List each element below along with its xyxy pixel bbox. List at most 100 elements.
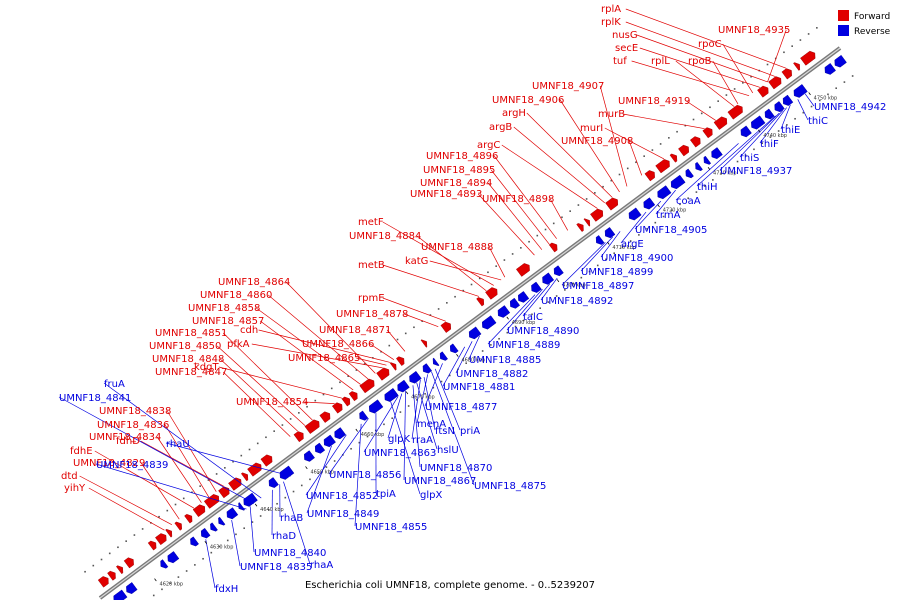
guide-dot [580,276,583,279]
kbp-tick-label: 4670 kbp [411,395,435,401]
kbp-tick-mark [556,279,560,283]
guide-dot [232,460,234,463]
label-leader-line [513,126,605,204]
label-leader-line [218,366,343,399]
guide-dot [646,227,648,230]
reverse-gene-label: UMNF18_4877 [425,402,497,413]
label-leader-line [600,231,621,258]
forward-gene-label: dtd [61,471,78,482]
kbp-tick-label: 4720 kbp [663,208,687,214]
label-leader-line [493,155,557,239]
reverse-gene-label: argE [621,239,644,250]
reverse-gene [740,125,752,138]
reverse-gene-label: UMNF18_4890 [507,326,579,337]
label-leader-line [382,297,446,322]
label-leader-line [166,410,217,492]
label-leader-line [804,93,815,107]
map-caption: Escherichia coli UMNF18, complete genome… [305,580,595,591]
reverse-gene-label: rhaU [166,439,190,450]
label-leader-line [675,60,735,107]
reverse-gene [323,434,336,448]
label-leader-line [403,390,406,481]
reverse-gene-label: UMNF18_4863 [364,448,436,459]
guide-dot [437,308,440,310]
guide-dot [514,325,517,328]
kbp-tick-mark [254,503,258,507]
forward-gene [304,419,320,434]
guide-dot [333,460,336,462]
guide-dot [388,344,391,347]
guide-dot [166,509,169,512]
label-leader-line [634,200,662,230]
label-leader-line [283,481,311,565]
forward-gene-label: UMNF18_4896 [426,151,498,162]
kbp-tick-mark [405,391,409,395]
forward-gene [669,153,678,163]
guide-dot [588,270,591,273]
guide-dot [276,502,278,505]
reverse-gene [314,442,326,454]
kbp-tick-mark [808,92,811,96]
label-leader-line [306,445,332,514]
guide-dot [544,228,547,231]
reverse-gene-label: UMNF18_4839 [96,460,168,471]
kbp-tick-mark [154,578,157,582]
reverse-gene [782,94,794,106]
label-leader-line [490,169,550,245]
forward-gene [396,356,405,366]
guide-dot [490,344,492,346]
forward-gene-label: nusG [612,30,638,41]
guide-dot [794,117,796,120]
reverse-gene-label: UMNF18_4835 [240,562,312,573]
guide-dot [561,216,563,219]
reverse-gene [226,507,239,520]
guide-dot [753,148,755,151]
guide-dot [720,172,722,175]
legend-reverse-label: Reverse [854,27,891,37]
label-leader-line [103,382,262,499]
legend-forward-swatch [838,10,849,21]
kbp-tick-mark [456,354,459,357]
label-leader-line [354,423,362,527]
guide-dot [638,234,640,236]
guide-dot [218,545,221,548]
label-leader-line [412,385,421,468]
reverse-gene-label: UMNF18_4937 [720,166,792,177]
label-leader-line [431,371,475,486]
guide-dot [503,259,506,261]
guide-dot [322,393,325,396]
guide-dot [306,405,308,408]
guide-dot [391,417,393,420]
guide-dot [684,124,687,127]
label-leader-line [165,442,291,477]
reverse-gene [628,207,642,221]
guide-dot [292,490,295,493]
kbp-tick-label: 4740 kbp [763,133,787,139]
guide-dot [725,94,728,96]
reverse-gene-label: fdxH [215,584,238,595]
forward-gene-label: argB [489,122,512,133]
guide-dot [585,198,588,200]
guide-dot [522,319,525,322]
forward-gene [123,557,134,569]
label-leader-line [522,283,551,317]
reverse-gene-label: UMNF18_4942 [814,102,886,113]
forward-gene [644,170,655,182]
label-leader-line [79,475,173,525]
forward-gene-label: UMNF18_4871 [319,325,391,336]
guide-dot [602,185,604,188]
guide-dot [240,454,243,457]
reverse-gene [657,185,672,200]
guide-dot [268,509,270,511]
label-leader-line [434,368,461,431]
guide-dot [651,149,654,151]
guide-dot [317,472,319,475]
reverse-gene-label: thiC [808,116,828,127]
guide-dot [355,369,358,371]
guide-dot [676,130,678,133]
guide-dot [363,363,366,365]
label-leader-line [487,294,536,345]
reverse-gene-label: UMNF18_4899 [581,267,653,278]
guide-dot [182,497,185,500]
forward-gene-label: metB [358,260,385,271]
